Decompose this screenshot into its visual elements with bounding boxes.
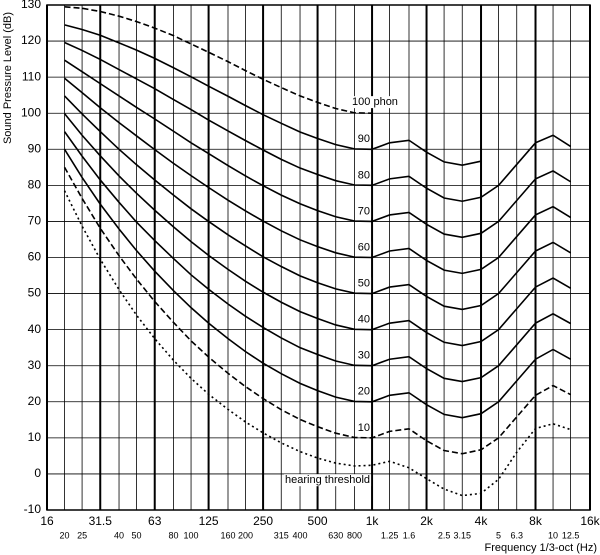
x-minor-tick-label: 630	[328, 530, 343, 540]
curve	[64, 6, 373, 115]
label-background	[356, 205, 372, 218]
label-background	[356, 421, 372, 434]
x-tick-label: 250	[253, 514, 273, 528]
x-minor-tick-label: 160	[220, 530, 235, 540]
curve	[63, 166, 571, 455]
y-tick-label: 90	[28, 141, 42, 155]
y-tick-label: 10	[28, 430, 42, 444]
curve-label: 50	[358, 277, 370, 289]
x-tick-label: 2k	[420, 514, 434, 528]
label-background	[356, 313, 372, 326]
y-tick-label: 40	[28, 322, 42, 336]
curve	[63, 95, 571, 311]
label-background	[284, 474, 372, 487]
x-minor-tick-label: 6.3	[510, 530, 523, 540]
label-background	[356, 385, 372, 398]
y-tick-label: 100	[21, 105, 41, 119]
y-axis-title: Sound Pressure Level (dB)	[2, 12, 14, 144]
x-minor-tick-label: 5	[496, 530, 501, 540]
x-tick-label: 4k	[475, 514, 489, 528]
x-tick-label: 16k	[580, 514, 600, 528]
y-tick-label: 70	[28, 214, 42, 228]
label-background	[356, 241, 372, 254]
label-background	[356, 349, 372, 362]
y-tick-label: 130	[21, 0, 41, 11]
y-tick-label: 80	[28, 178, 42, 192]
label-background	[356, 169, 372, 182]
curve	[63, 148, 571, 419]
x-minor-tick-label: 1.25	[381, 530, 399, 540]
curve-label: 40	[358, 314, 370, 326]
x-minor-tick-label: 12.5	[562, 530, 580, 540]
curve-label: 30	[358, 350, 370, 362]
x-tick-label: 63	[148, 514, 162, 528]
y-tick-label: 60	[28, 250, 42, 264]
x-minor-tick-label: 20	[60, 530, 70, 540]
x-tick-label: 16	[40, 514, 54, 528]
x-minor-tick-label: 2.5	[438, 530, 451, 540]
curve-label: 80	[358, 169, 370, 181]
curve-label: 60	[358, 241, 370, 253]
y-tick-label: 20	[28, 394, 42, 408]
curve	[63, 113, 571, 347]
y-tick-label: 120	[21, 33, 41, 47]
x-minor-tick-label: 800	[347, 530, 362, 540]
x-minor-tick-label: 400	[293, 530, 308, 540]
y-tick-label: -10	[24, 502, 42, 516]
x-tick-label: 31.5	[89, 514, 113, 528]
x-minor-tick-label: 10	[548, 530, 558, 540]
x-minor-tick-label: 1.6	[403, 530, 416, 540]
plot-frame	[46, 4, 591, 511]
x-tick-label: 1k	[366, 514, 380, 528]
y-tick-label: 110	[22, 69, 41, 83]
y-tick-label: 30	[28, 358, 42, 372]
curve	[64, 24, 482, 166]
x-minor-tick-label: 3.15	[453, 530, 471, 540]
x-axis-title: Frequency 1/3-oct (Hz)	[485, 542, 597, 554]
curve	[64, 77, 572, 275]
label-background	[356, 277, 372, 290]
curve-label: 90	[358, 133, 370, 145]
curve	[64, 59, 572, 239]
x-tick-label: 8k	[529, 514, 543, 528]
curve	[63, 131, 571, 383]
x-minor-tick-label: 25	[77, 530, 87, 540]
x-minor-tick-label: 315	[274, 530, 289, 540]
label-background	[356, 133, 372, 146]
curve-label: 10	[358, 422, 370, 434]
curve-label: 20	[358, 386, 370, 398]
x-minor-tick-label: 50	[132, 530, 142, 540]
x-minor-tick-label: 100	[184, 530, 199, 540]
curve	[64, 41, 572, 203]
curve-label: hearing threshold	[285, 474, 370, 486]
y-tick-label: 50	[28, 286, 42, 300]
x-tick-label: 125	[199, 514, 219, 528]
label-background	[351, 96, 399, 109]
curve-label: 70	[358, 205, 370, 217]
curve-label: 100 phon	[352, 96, 398, 108]
x-minor-tick-label: 200	[238, 530, 253, 540]
x-minor-tick-label: 80	[169, 530, 179, 540]
y-tick-label: 0	[34, 466, 41, 480]
x-minor-tick-label: 40	[114, 530, 124, 540]
x-tick-label: 500	[308, 514, 328, 528]
